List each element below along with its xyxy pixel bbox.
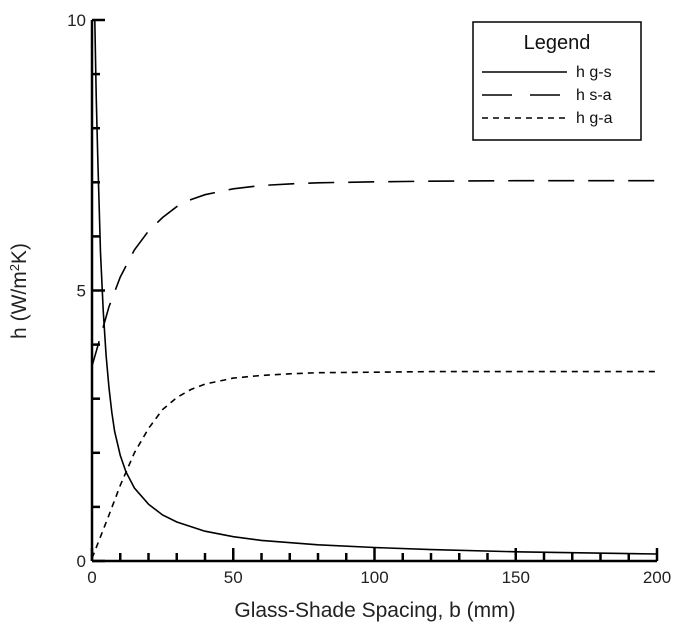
y-tick-label: 5	[77, 282, 86, 301]
legend-label-2: h s-a	[576, 87, 612, 104]
axes-layer: 0 50 100 150 200 0 5 10	[67, 11, 671, 587]
y-axis-title: h (W/m2K)	[7, 243, 32, 339]
y-axis-title-sup: 2	[7, 264, 22, 271]
x-tick-label: 0	[87, 568, 96, 587]
legend-title: Legend	[524, 32, 591, 54]
y-axis-title-end: K)	[8, 243, 31, 264]
legend-box	[472, 21, 642, 141]
series-line-2	[91, 179, 657, 367]
series-layer	[91, 19, 658, 559]
x-tick-label: 50	[224, 568, 243, 587]
legend-entries: h g-s h s-a h g-a	[482, 64, 613, 127]
legend: Legend h g-s h s-a h g-a	[472, 21, 642, 141]
series-line-1	[94, 19, 658, 555]
legend-label-1: h g-s	[576, 64, 612, 81]
legend-label-3: h g-a	[576, 110, 613, 127]
y-axis-title-main: h (W/m	[8, 271, 31, 339]
x-axis-title: Glass-Shade Spacing, b (mm)	[234, 599, 515, 622]
y-tick-label: 10	[67, 11, 86, 30]
y-tick-label: 0	[77, 552, 86, 571]
series-line-3	[91, 370, 657, 559]
x-tick-label: 100	[360, 568, 388, 587]
x-tick-label: 200	[643, 568, 671, 587]
x-tick-label: 150	[502, 568, 530, 587]
